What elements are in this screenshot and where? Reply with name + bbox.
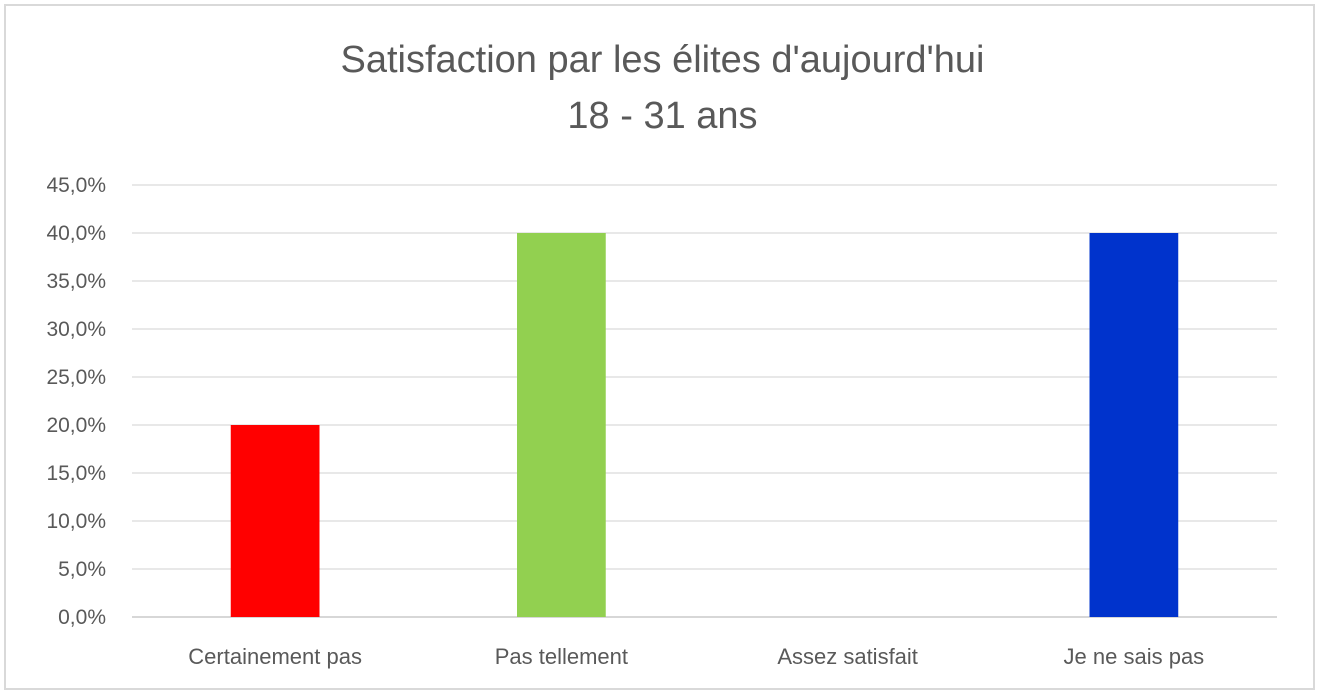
bar bbox=[230, 425, 320, 617]
bar bbox=[517, 233, 606, 617]
bar bbox=[1089, 233, 1179, 617]
x-category-label: Je ne sais pas bbox=[1064, 644, 1205, 669]
y-tick-label: 0,0% bbox=[58, 606, 106, 629]
y-tick-label: 20,0% bbox=[46, 414, 106, 437]
chart-title: Satisfaction par les élites d'aujourd'hu… bbox=[340, 39, 985, 81]
y-tick-label: 40,0% bbox=[46, 222, 106, 245]
y-tick-label: 25,0% bbox=[46, 366, 106, 389]
x-category-label: Assez satisfait bbox=[777, 644, 918, 669]
y-tick-label: 15,0% bbox=[46, 462, 106, 485]
y-tick-label: 10,0% bbox=[46, 510, 106, 533]
x-category-label: Certainement pas bbox=[188, 644, 362, 669]
y-tick-label: 30,0% bbox=[46, 318, 106, 341]
y-tick-label: 5,0% bbox=[58, 558, 106, 581]
y-tick-label: 45,0% bbox=[46, 174, 106, 197]
y-tick-label: 35,0% bbox=[46, 270, 106, 293]
x-category-label: Pas tellement bbox=[495, 644, 628, 669]
chart-subtitle: 18 - 31 ans bbox=[567, 95, 758, 137]
